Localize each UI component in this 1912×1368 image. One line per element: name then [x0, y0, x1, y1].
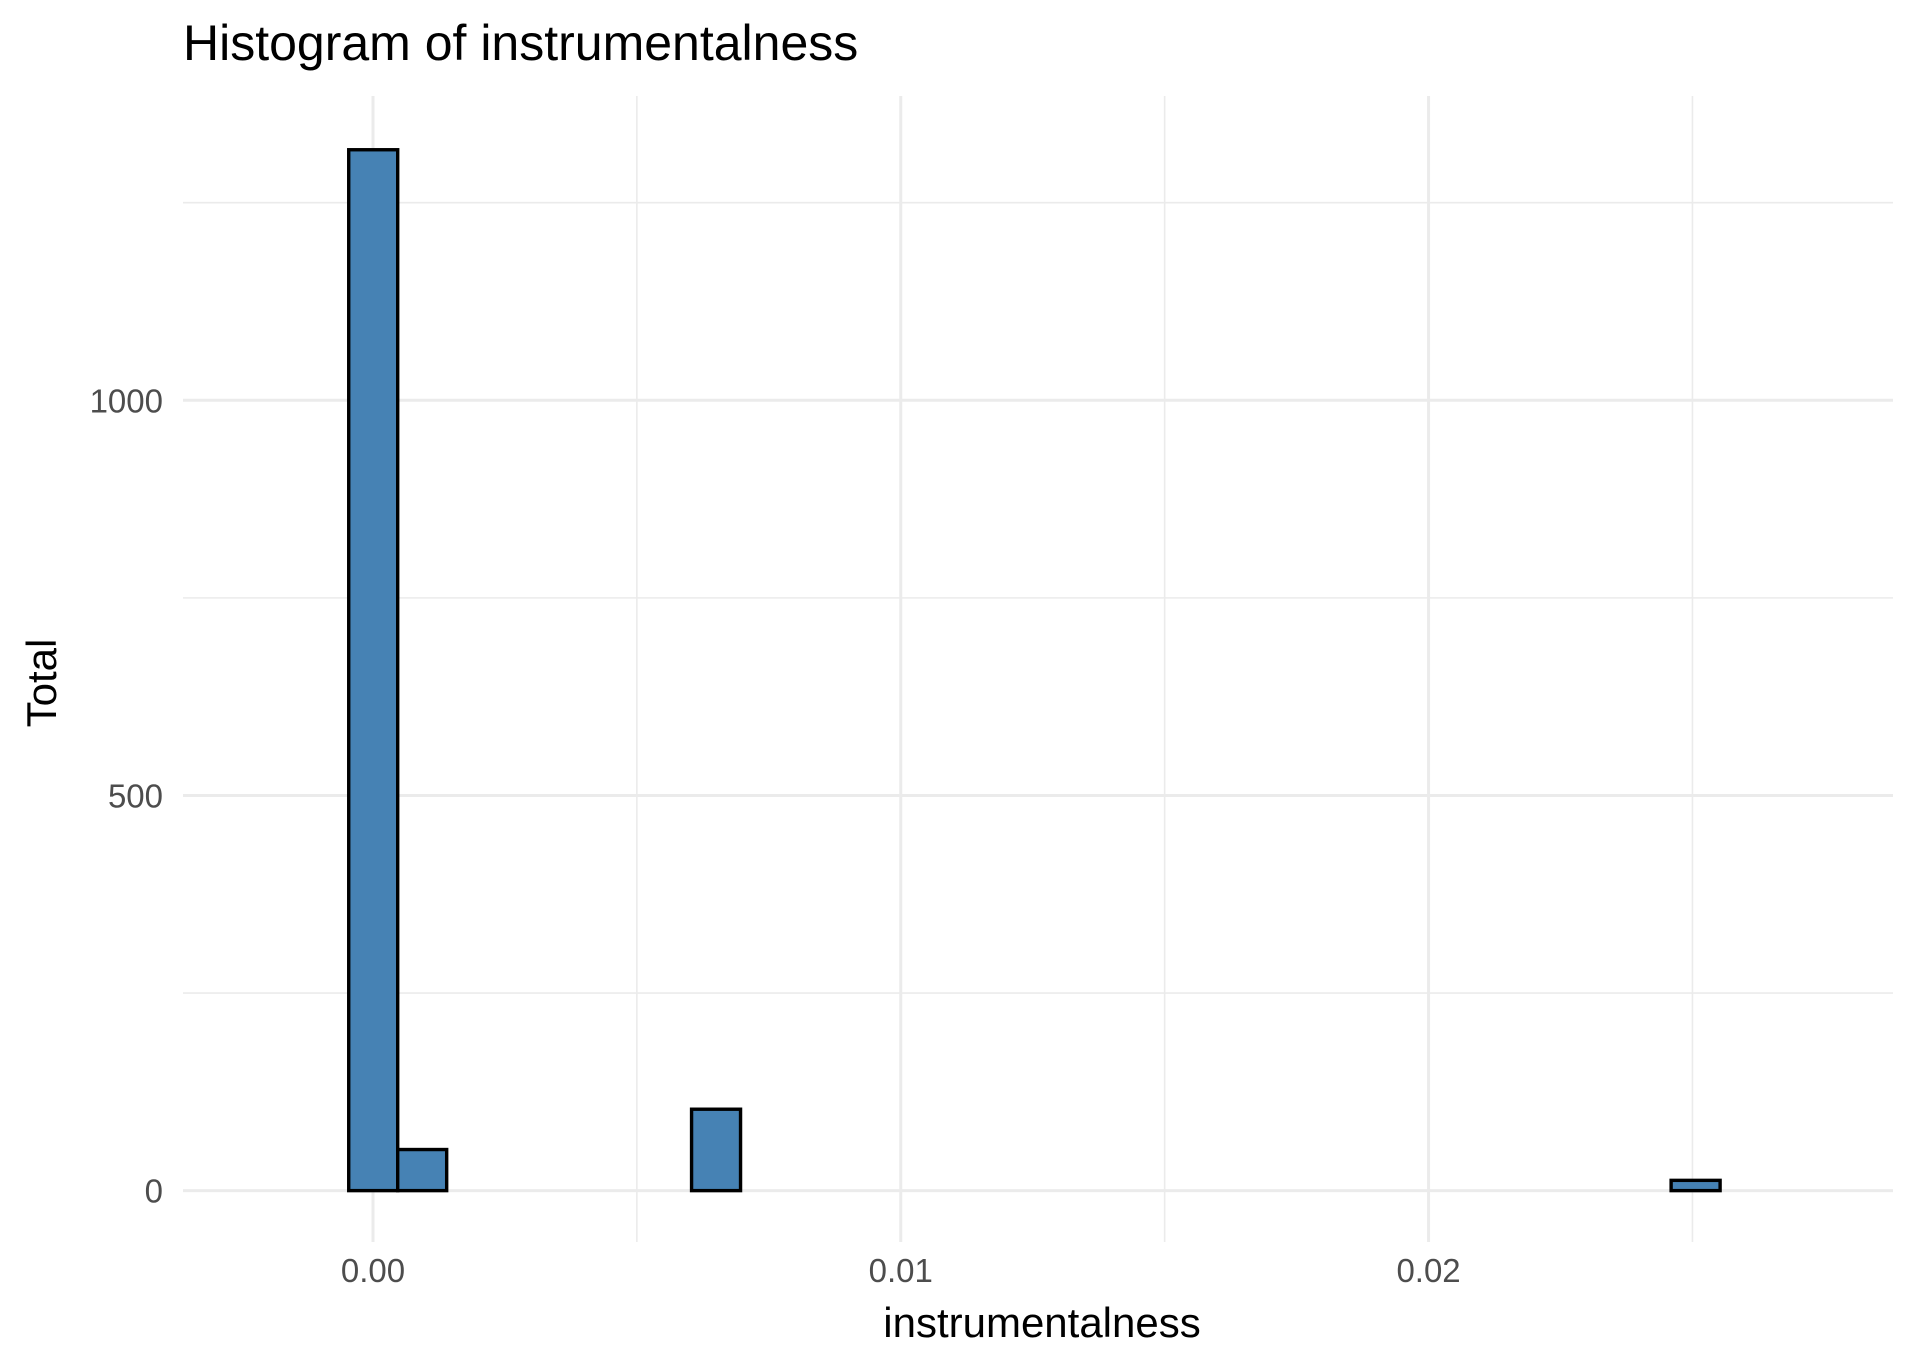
histogram-bar: [689, 1107, 743, 1193]
x-tick-label: 0.00: [341, 1252, 405, 1289]
histogram-bars: [347, 148, 1722, 1193]
y-axis-title: Total: [18, 639, 65, 728]
histogram-bar: [1669, 1178, 1722, 1193]
y-tick-label: 1000: [90, 382, 163, 419]
y-tick-label: 0: [145, 1173, 163, 1210]
histogram-bar: [347, 148, 400, 1193]
x-axis-tick-labels: 0.00 0.01 0.02: [341, 1252, 1461, 1289]
x-tick-label: 0.01: [869, 1252, 933, 1289]
x-axis-title: instrumentalness: [883, 1299, 1200, 1346]
y-axis-tick-labels: 0 500 1000: [90, 382, 163, 1209]
x-tick-label: 0.02: [1396, 1252, 1460, 1289]
histogram-bar: [396, 1147, 449, 1193]
chart-title: Histogram of instrumentalness: [183, 15, 858, 71]
grid-lines: [183, 96, 1893, 1242]
y-tick-label: 500: [108, 777, 163, 814]
